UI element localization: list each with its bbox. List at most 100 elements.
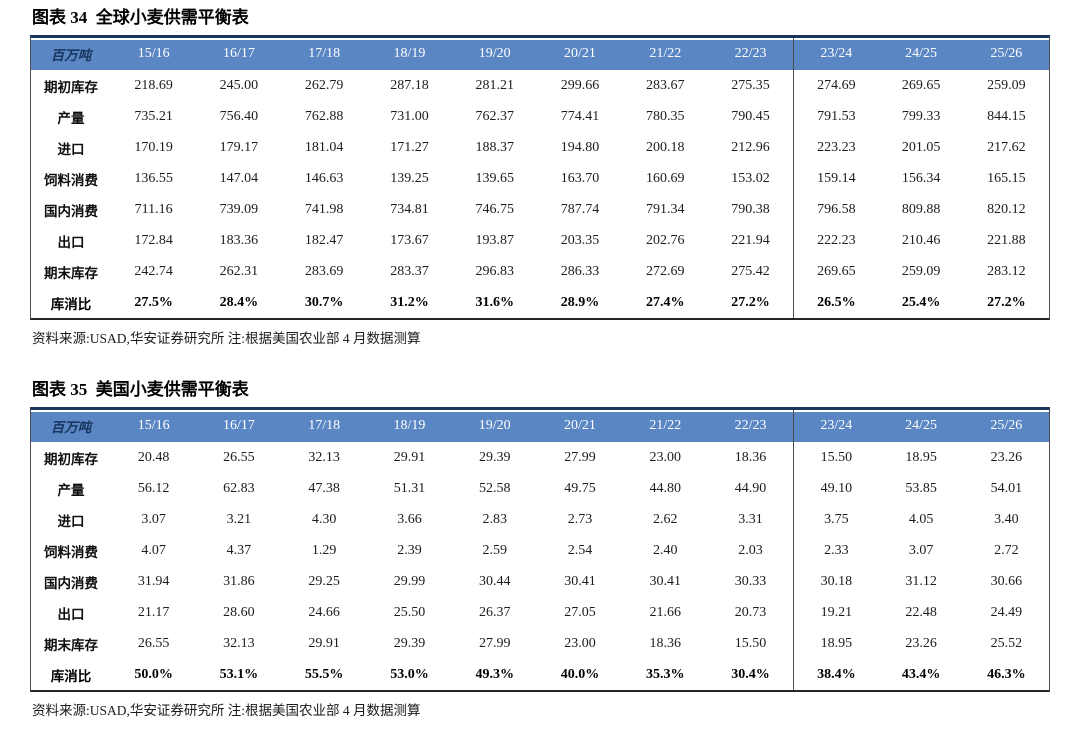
data-cell: 2.39 xyxy=(397,542,422,558)
data-cell: 27.05 xyxy=(564,604,596,620)
data-cell: 23.00 xyxy=(564,635,596,651)
data-cell: 739.09 xyxy=(219,201,259,217)
data-cell: 791.34 xyxy=(646,201,685,217)
data-cell: 56.12 xyxy=(137,480,170,496)
data-cell: 3.07 xyxy=(141,511,166,527)
year-column-header: 22/23 xyxy=(707,410,794,442)
data-cell: 756.40 xyxy=(219,108,259,124)
year-column-header: 24/25 xyxy=(878,410,964,442)
data-cell: 1.29 xyxy=(311,542,337,558)
data-cell: 21.66 xyxy=(649,604,682,620)
data-cell: 221.94 xyxy=(731,232,770,248)
data-cell: 283.37 xyxy=(390,263,429,279)
data-cell: 217.62 xyxy=(987,139,1026,155)
data-cell: 194.80 xyxy=(560,139,600,155)
data-cell: 182.47 xyxy=(304,232,344,248)
data-cell: 18.36 xyxy=(734,449,767,465)
data-cell: 2.83 xyxy=(482,511,507,527)
year-column-header: 21/22 xyxy=(622,410,708,442)
data-cell: 49.3% xyxy=(475,666,514,682)
data-cell: 27.99 xyxy=(564,449,596,465)
data-cell: 179.17 xyxy=(219,139,259,155)
data-cell: 26.55 xyxy=(137,635,170,651)
data-cell: 203.35 xyxy=(560,232,600,248)
data-cell: 2.40 xyxy=(653,542,678,558)
data-cell: 44.90 xyxy=(734,480,767,496)
figure-35-us-wheat: 图表 35 美国小麦供需平衡表 百万吨 15/16 16/17 17/18 18/19 1… xyxy=(30,378,1050,720)
data-cell: 774.41 xyxy=(560,108,600,124)
data-cell: 38.4% xyxy=(793,659,878,690)
data-cell: 259.09 xyxy=(901,263,941,279)
data-cell: 844.15 xyxy=(987,108,1026,124)
row-label: 期初库存 xyxy=(44,451,98,467)
data-cell: 15.50 xyxy=(793,442,878,473)
year-column-header: 19/20 xyxy=(452,38,538,70)
data-cell: 46.3% xyxy=(987,666,1026,682)
data-cell: 286.33 xyxy=(560,263,600,279)
row-label: 期末库存 xyxy=(44,265,98,281)
data-cell: 2.73 xyxy=(567,511,593,527)
data-cell: 28.4% xyxy=(219,294,259,310)
data-cell: 283.69 xyxy=(304,263,344,279)
data-cell: 32.13 xyxy=(223,635,255,651)
data-cell: 820.12 xyxy=(987,201,1026,217)
data-cell: 19.21 xyxy=(793,597,878,628)
data-cell: 218.69 xyxy=(134,77,173,93)
data-cell: 274.69 xyxy=(793,70,878,101)
data-cell: 136.55 xyxy=(134,170,173,186)
data-cell: 146.63 xyxy=(304,170,344,186)
global-wheat-balance-table: 百万吨 15/16 16/17 17/18 18/19 19/20 20/21 21/22 22… xyxy=(30,35,1050,320)
data-cell: 173.67 xyxy=(390,232,429,248)
data-cell: 139.65 xyxy=(475,170,514,186)
row-label: 产量 xyxy=(57,110,85,126)
data-cell: 262.31 xyxy=(219,263,259,279)
data-cell: 171.27 xyxy=(390,139,429,155)
data-cell: 275.35 xyxy=(731,77,770,93)
data-cell: 4.37 xyxy=(226,542,252,558)
data-cell: 259.09 xyxy=(987,77,1026,93)
data-cell: 30.18 xyxy=(793,566,878,597)
data-cell: 15.50 xyxy=(734,635,767,651)
data-cell: 22.48 xyxy=(905,604,937,620)
data-cell: 188.37 xyxy=(475,139,514,155)
data-cell: 2.03 xyxy=(738,542,763,558)
year-column-header: 22/23 xyxy=(707,38,794,70)
data-cell: 3.75 xyxy=(793,504,878,535)
data-cell: 170.19 xyxy=(134,139,173,155)
data-cell: 147.04 xyxy=(219,170,259,186)
data-cell: 30.44 xyxy=(478,573,511,589)
data-cell: 245.00 xyxy=(219,77,259,93)
data-cell: 165.15 xyxy=(987,170,1026,186)
data-cell: 27.99 xyxy=(478,635,511,651)
data-cell: 30.33 xyxy=(734,573,767,589)
data-cell: 29.91 xyxy=(308,635,340,651)
unit-label: 百万吨 xyxy=(31,410,111,442)
data-cell: 27.2% xyxy=(731,294,770,310)
data-cell: 2.54 xyxy=(567,542,593,558)
data-cell: 49.10 xyxy=(793,473,878,504)
data-cell: 790.38 xyxy=(731,201,770,217)
data-cell: 200.18 xyxy=(646,139,685,155)
row-label: 出口 xyxy=(57,606,85,622)
data-cell: 43.4% xyxy=(901,666,941,682)
data-cell: 762.88 xyxy=(304,108,344,124)
year-column-header: 21/22 xyxy=(622,38,708,70)
data-cell: 3.07 xyxy=(908,542,934,558)
data-cell: 299.66 xyxy=(560,77,600,93)
data-cell: 296.83 xyxy=(475,263,514,279)
data-cell: 160.69 xyxy=(646,170,685,186)
data-cell: 4.07 xyxy=(141,542,166,558)
data-cell: 18.95 xyxy=(905,449,937,465)
data-cell: 2.72 xyxy=(994,542,1019,558)
year-column-header: 23/24 xyxy=(793,410,879,442)
year-column-header: 18/19 xyxy=(366,410,453,442)
data-cell: 51.31 xyxy=(393,480,426,496)
data-cell: 26.37 xyxy=(478,604,511,620)
data-cell: 49.75 xyxy=(564,480,596,496)
data-cell: 163.70 xyxy=(560,170,600,186)
data-cell: 734.81 xyxy=(390,201,429,217)
data-cell: 181.04 xyxy=(304,139,344,155)
data-cell: 20.73 xyxy=(734,604,767,620)
data-cell: 29.99 xyxy=(393,573,426,589)
data-cell: 222.23 xyxy=(793,225,878,256)
